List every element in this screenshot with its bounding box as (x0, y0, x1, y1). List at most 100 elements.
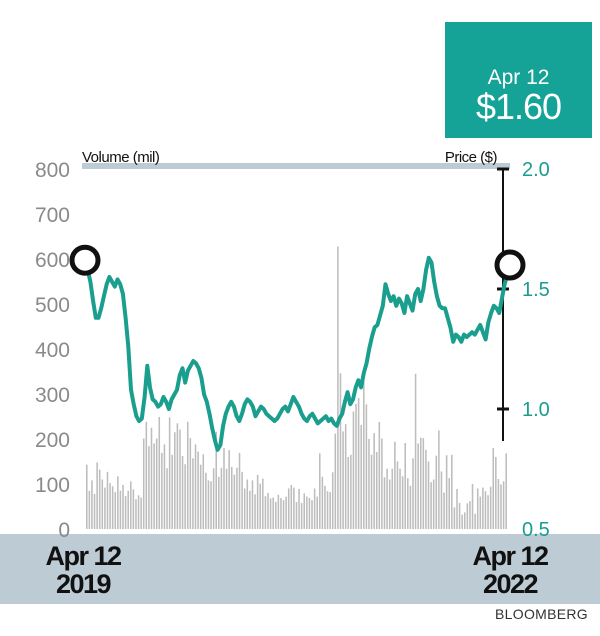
volume-tick-label: 600 (35, 249, 70, 272)
volume-bar (306, 496, 308, 529)
volume-bar (404, 443, 406, 529)
volume-bar (210, 481, 212, 529)
volume-bar (233, 474, 236, 529)
volume-bar (267, 493, 269, 529)
volume-bar (199, 464, 202, 529)
volume-bar (264, 496, 267, 529)
volume-bar (86, 464, 88, 529)
volume-bar (88, 490, 91, 529)
volume-bar (186, 421, 189, 529)
volume-bar (482, 487, 484, 529)
volume-bar (223, 448, 225, 529)
volume-bar (409, 485, 412, 529)
volume-bar (249, 490, 251, 529)
volume-bar (469, 501, 471, 529)
volume-bar (456, 488, 458, 529)
volume-bar (476, 488, 479, 529)
volume-bar (269, 498, 272, 529)
volume-bar (158, 416, 161, 529)
volume-bar (334, 433, 337, 529)
volume-bar (425, 449, 427, 529)
volume-bar (145, 421, 148, 529)
volume-bar (282, 500, 285, 529)
volume-bar (243, 488, 246, 529)
volume-bar (500, 484, 502, 529)
volume-bar (495, 457, 497, 529)
volume-tick-label: 200 (35, 429, 70, 452)
volume-bar (471, 484, 474, 529)
volume-bar (355, 403, 357, 529)
volume-bar (489, 486, 492, 529)
volume-bar (124, 496, 127, 529)
volume-bar (383, 477, 386, 529)
volume-bar (401, 476, 404, 529)
volume-bar (430, 482, 432, 529)
volume-bar (412, 458, 414, 529)
volume-bar (344, 424, 347, 529)
volume-bar (287, 488, 290, 529)
volume-bar (337, 246, 339, 529)
x-axis-band (0, 534, 600, 604)
volume-bar (194, 444, 197, 529)
callout-date: Apr 12 (487, 66, 550, 89)
volume-bar (272, 497, 274, 529)
price-axis: 0.5 1.0 1.5 2.0 (497, 159, 550, 541)
volume-bar (150, 427, 153, 529)
volume-bar (179, 429, 181, 529)
volume-bar (280, 497, 282, 529)
source-credit: BLOOMBERG (495, 606, 588, 622)
volume-bar (104, 487, 106, 529)
volume-bar (427, 461, 430, 529)
volume-bar (215, 431, 217, 529)
volume-bar (363, 381, 365, 529)
volume-bar (417, 443, 419, 529)
volume-bar (324, 485, 326, 529)
volume-bar (453, 507, 456, 529)
volume-bar (127, 490, 129, 529)
volume-bar (329, 492, 331, 529)
volume-tick-label: 400 (35, 339, 70, 362)
volume-bar (373, 433, 375, 529)
volume-bar (386, 468, 388, 529)
volume-bar (311, 500, 313, 529)
volume-bar (295, 502, 298, 529)
volume-bar (259, 483, 262, 529)
volume-bar (207, 480, 210, 529)
volume-bar (474, 513, 476, 529)
volume-bar (308, 497, 311, 529)
volume-bars (86, 246, 507, 529)
volume-bar (98, 469, 101, 529)
start-marker (69, 244, 101, 276)
volume-bar (91, 480, 93, 529)
volume-bar (197, 451, 199, 529)
volume-bar (505, 453, 507, 529)
volume-bar (202, 454, 205, 529)
volume-bar (321, 476, 324, 529)
volume-bar (396, 461, 399, 529)
volume-bar (140, 497, 142, 529)
volume-bar (497, 479, 500, 529)
price-tick-label: 1.5 (522, 279, 550, 301)
axis-header-bar (82, 163, 510, 169)
volume-tick-label: 700 (35, 204, 70, 227)
volume-bar (331, 472, 334, 529)
volume-bar (114, 492, 117, 529)
volume-bar (368, 439, 370, 529)
volume-bar (487, 495, 489, 529)
price-tick-label: 0.5 (522, 519, 550, 541)
volume-bar (419, 437, 422, 529)
price-axis-label: Price ($) (445, 149, 498, 166)
volume-bar (148, 446, 150, 529)
price-tick-label: 1.0 (522, 399, 550, 421)
volume-bar (394, 441, 396, 529)
x-start-date: Apr 12 (45, 541, 122, 571)
volume-bar (422, 438, 425, 529)
volume-bar (155, 438, 158, 529)
volume-axis: 0 100 200 300 400 500 600 700 800 (35, 159, 70, 542)
volume-bar (109, 483, 111, 529)
volume-bar (381, 438, 383, 529)
volume-tick-label: 0 (58, 519, 70, 542)
volume-bar (181, 456, 184, 529)
volume-bar (360, 425, 362, 529)
volume-bar (298, 488, 300, 529)
